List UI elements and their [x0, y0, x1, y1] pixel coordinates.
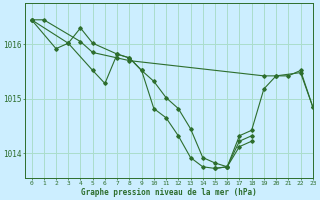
- X-axis label: Graphe pression niveau de la mer (hPa): Graphe pression niveau de la mer (hPa): [81, 188, 257, 197]
